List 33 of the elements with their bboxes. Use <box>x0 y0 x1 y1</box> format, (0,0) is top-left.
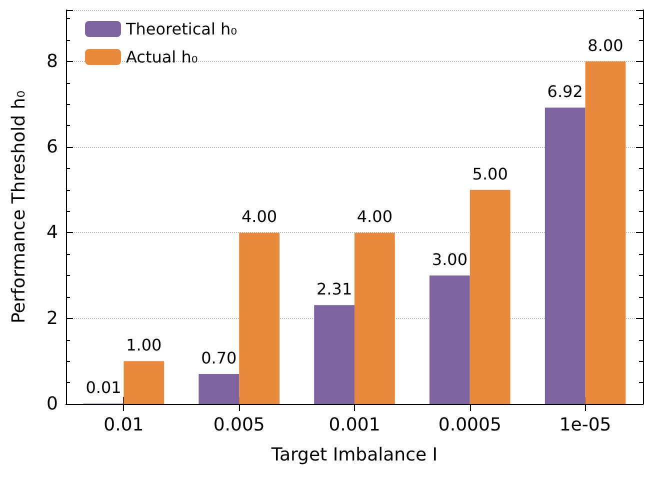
x-tick-label: 0.001 <box>328 414 380 436</box>
y-axis-title: Performance Threshold h₀ <box>8 90 30 324</box>
legend-label: Theoretical h₀ <box>125 20 238 38</box>
y-tick-label: 2 <box>46 308 58 329</box>
bar <box>544 108 586 404</box>
x-tick-label: 0.01 <box>104 414 144 436</box>
x-tick-label: 0.005 <box>213 414 265 436</box>
x-axis-title: Target Imbalance I <box>270 444 438 466</box>
data-label: 0.70 <box>201 348 237 368</box>
x-tick-label: 1e-05 <box>559 414 612 436</box>
data-label: 5.00 <box>472 164 508 184</box>
bar <box>585 61 626 404</box>
bar <box>124 361 164 404</box>
bar <box>354 232 395 404</box>
y-tick-label: 8 <box>46 50 58 72</box>
y-tick-label: 0 <box>46 394 58 414</box>
data-label: 2.31 <box>316 280 352 299</box>
data-label: 4.00 <box>356 207 393 226</box>
bar <box>430 276 470 404</box>
y-tick-label: 4 <box>46 222 58 244</box>
data-label: 6.92 <box>547 82 583 102</box>
bar <box>239 232 280 404</box>
x-tick-label: 0.0005 <box>438 414 502 436</box>
legend-label: Actual h₀ <box>126 48 198 66</box>
data-label: 1.00 <box>126 336 162 355</box>
bar <box>198 374 240 404</box>
data-label: 4.00 <box>241 207 278 226</box>
data-label: 0.01 <box>86 378 122 398</box>
bar <box>470 190 510 404</box>
data-label: 8.00 <box>588 36 624 55</box>
data-label: 3.00 <box>432 250 468 270</box>
bar <box>314 305 354 404</box>
y-tick-label: 6 <box>46 136 58 158</box>
